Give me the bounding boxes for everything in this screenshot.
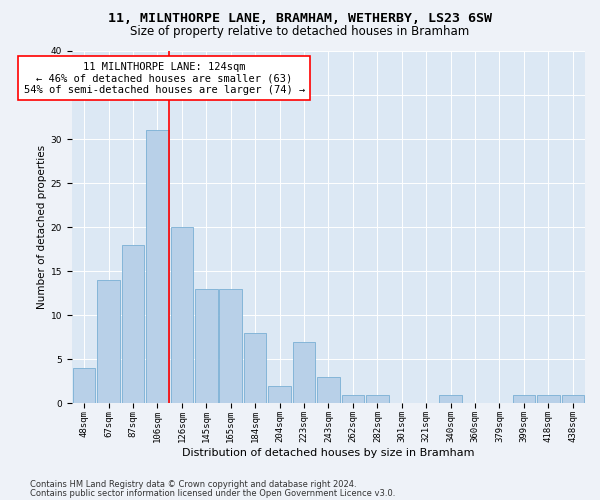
Bar bbox=[268, 386, 291, 404]
Bar bbox=[293, 342, 315, 404]
Bar bbox=[195, 289, 218, 404]
Bar bbox=[512, 394, 535, 404]
Text: 11, MILNTHORPE LANE, BRAMHAM, WETHERBY, LS23 6SW: 11, MILNTHORPE LANE, BRAMHAM, WETHERBY, … bbox=[108, 12, 492, 26]
Text: Contains public sector information licensed under the Open Government Licence v3: Contains public sector information licen… bbox=[30, 488, 395, 498]
Bar bbox=[220, 289, 242, 404]
Bar bbox=[146, 130, 169, 404]
Bar bbox=[439, 394, 462, 404]
X-axis label: Distribution of detached houses by size in Bramham: Distribution of detached houses by size … bbox=[182, 448, 475, 458]
Bar bbox=[122, 245, 144, 404]
Bar bbox=[97, 280, 120, 404]
Bar bbox=[317, 377, 340, 404]
Bar bbox=[73, 368, 95, 404]
Bar bbox=[562, 394, 584, 404]
Text: Contains HM Land Registry data © Crown copyright and database right 2024.: Contains HM Land Registry data © Crown c… bbox=[30, 480, 356, 489]
Bar bbox=[170, 227, 193, 404]
Text: Size of property relative to detached houses in Bramham: Size of property relative to detached ho… bbox=[130, 25, 470, 38]
Text: 11 MILNTHORPE LANE: 124sqm
← 46% of detached houses are smaller (63)
54% of semi: 11 MILNTHORPE LANE: 124sqm ← 46% of deta… bbox=[23, 62, 305, 95]
Bar bbox=[341, 394, 364, 404]
Y-axis label: Number of detached properties: Number of detached properties bbox=[37, 145, 47, 310]
Bar bbox=[537, 394, 560, 404]
Bar bbox=[244, 333, 266, 404]
Bar bbox=[366, 394, 389, 404]
